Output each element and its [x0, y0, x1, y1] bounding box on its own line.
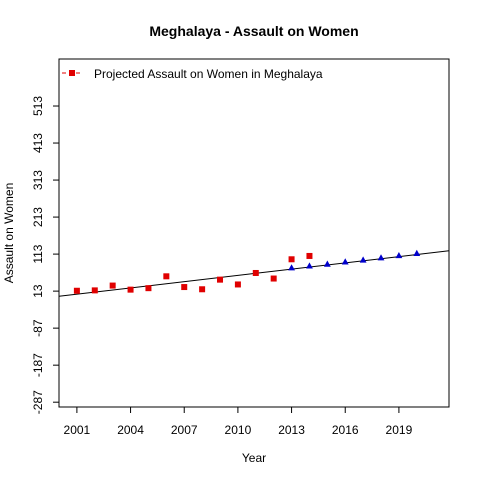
y-tick-label: 413 [31, 133, 45, 153]
data-point-triangle [323, 260, 331, 267]
y-tick-label: -187 [31, 353, 45, 377]
legend-label: Projected Assault on Women in Meghalaya [94, 67, 323, 81]
data-point-square [91, 287, 98, 294]
data-point-triangle [306, 262, 313, 269]
y-tick-label: -287 [31, 390, 45, 414]
y-tick-label: -87 [31, 319, 45, 337]
data-point-square [163, 273, 170, 280]
chart-title: Meghalaya - Assault on Women [149, 23, 358, 39]
y-tick-label: 113 [31, 244, 45, 263]
x-tick-label: 2001 [64, 423, 91, 437]
data-point-triangle [377, 254, 385, 261]
data-point-triangle [413, 249, 421, 256]
x-tick-label: 2010 [225, 423, 252, 437]
data-point-square [199, 286, 206, 293]
y-axis: -287 -187 -87 13 113 213 313 413 513 [31, 96, 59, 414]
data-point-square [181, 284, 188, 291]
y-tick-label: 213 [31, 207, 45, 227]
y-axis-label: Assault on Women [2, 183, 16, 284]
data-point-square [217, 276, 224, 283]
data-point-square [270, 275, 277, 282]
x-tick-label: 2007 [171, 423, 198, 437]
legend-square-marker [69, 70, 75, 76]
x-axis-label: Year [242, 451, 266, 465]
x-tick-label: 2004 [117, 423, 144, 437]
x-tick-label: 2013 [278, 423, 305, 437]
data-point-triangle [359, 256, 367, 263]
x-tick-label: 2019 [386, 423, 413, 437]
y-tick-label: 13 [31, 284, 45, 298]
data-point-square [288, 256, 295, 263]
data-point-triangle [288, 264, 295, 271]
data-point-square [73, 287, 80, 294]
y-tick-label: 513 [31, 96, 45, 116]
data-point-square [145, 285, 152, 292]
data-point-triangle [341, 258, 349, 265]
data-point-square [127, 286, 134, 293]
data-point-square [234, 281, 241, 288]
data-point-square [252, 269, 259, 276]
data-points [73, 249, 421, 294]
legend: Projected Assault on Women in Meghalaya [62, 67, 323, 81]
x-axis: 2001 2004 2007 2010 2013 2016 2019 [64, 407, 413, 437]
x-tick-label: 2016 [332, 423, 359, 437]
y-tick-label: 313 [31, 170, 45, 190]
plot-frame [58, 58, 450, 408]
data-point-square [306, 252, 313, 259]
data-point-triangle [395, 251, 403, 259]
data-point-square [109, 282, 116, 289]
